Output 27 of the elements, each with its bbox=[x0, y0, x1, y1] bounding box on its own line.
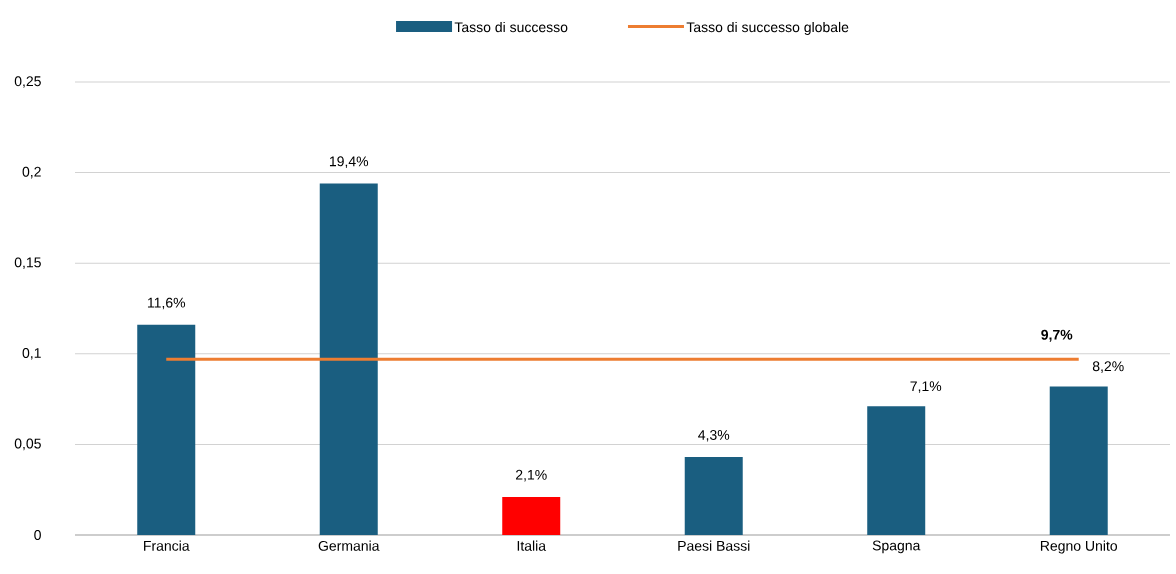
legend-label: Tasso di successo globale bbox=[686, 21, 849, 35]
legend-label: Tasso di successo bbox=[454, 21, 568, 33]
bar bbox=[684, 457, 743, 535]
y-tick-label: 0,25 bbox=[14, 76, 41, 88]
y-tick-label: 0,15 bbox=[14, 257, 41, 269]
x-tick-label: Spagna bbox=[872, 540, 921, 554]
x-tick-label: Regno Unito bbox=[1040, 540, 1118, 554]
bar bbox=[867, 406, 926, 535]
y-tick-label: 0,2 bbox=[22, 166, 41, 179]
bar bbox=[502, 496, 561, 535]
data-label: 8,2% bbox=[1092, 361, 1124, 373]
data-label: 4,3% bbox=[698, 429, 730, 442]
x-tick-label: Italia bbox=[517, 540, 547, 551]
data-label: 9,7% bbox=[1041, 329, 1073, 342]
bar bbox=[319, 183, 378, 535]
bar bbox=[137, 324, 196, 535]
y-tick-label: 0 bbox=[34, 530, 41, 540]
data-label: 2,1% bbox=[515, 469, 547, 482]
y-tick-label: 0,1 bbox=[22, 348, 41, 360]
bar bbox=[1049, 386, 1108, 535]
y-tick-label: 0,05 bbox=[14, 438, 41, 451]
x-tick-label: Francia bbox=[144, 540, 190, 551]
data-label: 7,1% bbox=[910, 381, 942, 393]
data-label: 11,6% bbox=[147, 297, 186, 310]
data-label: 19,4% bbox=[329, 156, 369, 168]
x-tick-label: Paesi Bassi bbox=[678, 540, 750, 551]
x-tick-label: Germania bbox=[318, 540, 380, 551]
